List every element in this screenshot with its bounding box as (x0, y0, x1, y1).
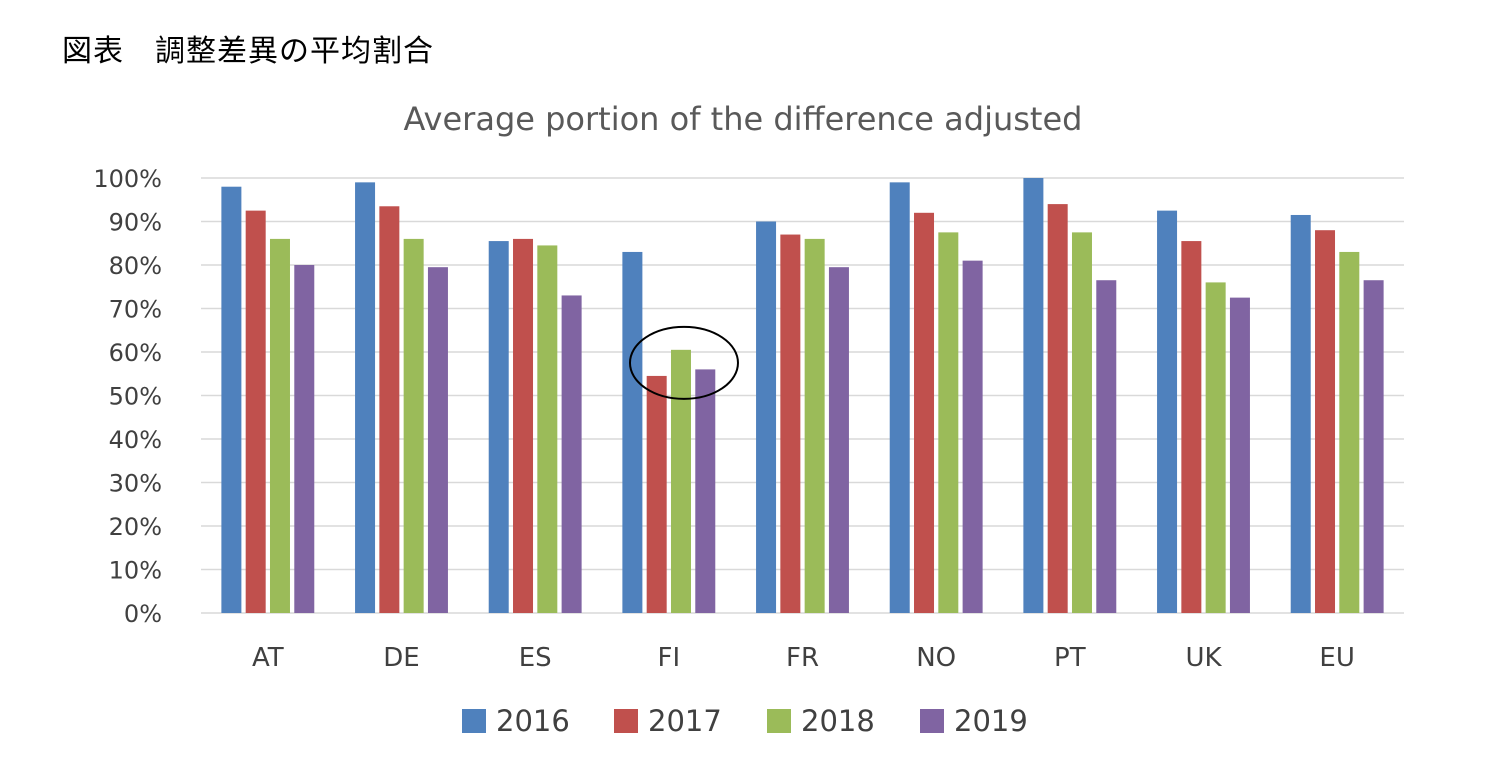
x-tick-label: PT (1054, 643, 1086, 673)
bar-DE-2018 (403, 238, 424, 613)
x-tick-label: FR (786, 643, 819, 673)
annotations (628, 325, 739, 400)
bar-ES-2018 (537, 245, 558, 614)
y-tick-label: 80% (109, 252, 162, 280)
bar-FI-2018 (670, 349, 691, 613)
legend-swatch-2018 (767, 709, 791, 733)
legend-label-2017: 2017 (648, 704, 722, 738)
legend-label-2019: 2019 (954, 704, 1028, 738)
x-tick-label: ES (519, 643, 552, 673)
bar-UK-2018 (1205, 282, 1226, 613)
bar-FR-2016 (756, 221, 777, 613)
x-tick-label: FI (658, 643, 681, 673)
bar-FI-2017 (646, 375, 667, 613)
bar-NO-2019 (962, 260, 983, 613)
bar-FR-2019 (828, 267, 849, 613)
bar-UK-2019 (1229, 297, 1250, 613)
chart-title: Average portion of the difference adjust… (404, 100, 1083, 138)
y-tick-label: 30% (109, 470, 162, 498)
bar-PT-2016 (1023, 178, 1044, 613)
x-tick-label: UK (1185, 643, 1222, 673)
y-axis-ticks: 0% 10% 20% 30% 40% 50% 60% 70% 80% 90% 100% (93, 165, 162, 628)
bar-FI-2019 (695, 369, 716, 613)
bar-EU-2018 (1339, 251, 1360, 613)
highlight-circle (628, 325, 739, 400)
x-tick-label: AT (252, 643, 284, 673)
y-tick-label: 70% (109, 296, 162, 324)
bar-FR-2018 (804, 238, 825, 613)
legend-label-2018: 2018 (801, 704, 875, 738)
bar-PT-2018 (1071, 232, 1092, 613)
y-tick-label: 20% (109, 513, 162, 541)
y-tick-label: 50% (109, 383, 162, 411)
bar-DE-2017 (379, 206, 400, 613)
x-tick-label: NO (916, 643, 956, 673)
x-axis-ticks: AT DE ES FI FR NO PT UK EU (252, 643, 1355, 673)
bar-EU-2019 (1363, 280, 1384, 613)
y-tick-label: 100% (93, 165, 162, 193)
bar-ES-2017 (513, 238, 534, 613)
bar-AT-2018 (269, 238, 290, 613)
bar-DE-2016 (355, 182, 376, 613)
y-tick-label: 60% (109, 339, 162, 367)
bars (221, 178, 1384, 614)
y-tick-label: 90% (109, 209, 162, 237)
bar-ES-2019 (561, 295, 582, 613)
legend-swatch-2017 (614, 709, 638, 733)
bar-NO-2017 (914, 212, 935, 614)
y-tick-label: 40% (109, 426, 162, 454)
x-tick-label: EU (1319, 643, 1354, 673)
bar-PT-2017 (1047, 204, 1068, 613)
legend-swatch-2016 (462, 709, 486, 733)
bar-DE-2019 (427, 267, 448, 613)
bar-ES-2016 (488, 241, 509, 613)
bar-FR-2017 (780, 234, 801, 614)
legend-label-2016: 2016 (496, 704, 570, 738)
bar-EU-2016 (1290, 214, 1311, 613)
bar-NO-2016 (889, 182, 910, 613)
gridlines (201, 177, 1404, 614)
legend-swatch-2019 (920, 709, 944, 733)
bar-AT-2019 (294, 265, 315, 613)
y-tick-label: 0% (124, 600, 162, 628)
bar-NO-2018 (938, 232, 959, 613)
bar-FI-2016 (622, 251, 643, 613)
legend: 2016 2017 2018 2019 (462, 704, 1028, 738)
bar-UK-2017 (1181, 241, 1202, 613)
bar-AT-2017 (245, 210, 266, 613)
y-tick-label: 10% (109, 557, 162, 585)
x-tick-label: DE (383, 643, 419, 673)
bar-PT-2019 (1096, 280, 1117, 613)
bar-EU-2017 (1315, 230, 1336, 613)
bar-AT-2016 (221, 186, 242, 613)
figure-caption: 図表 調整差異の平均割合 (62, 34, 434, 69)
bar-UK-2016 (1157, 210, 1178, 613)
